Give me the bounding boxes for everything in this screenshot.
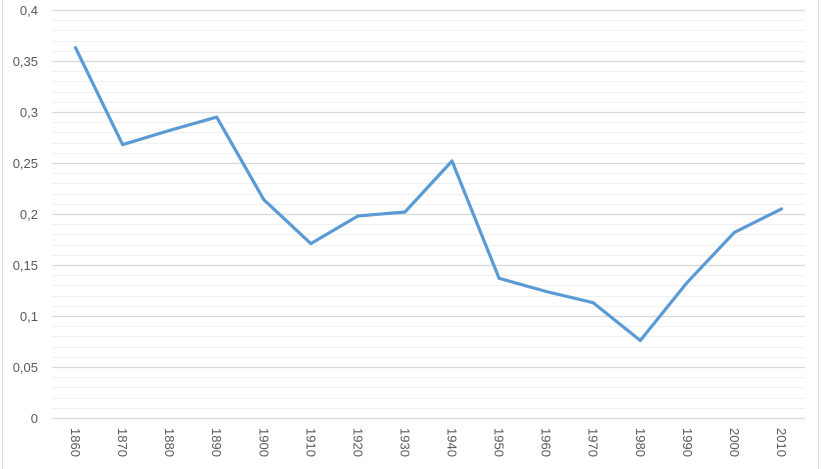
x-tick-label: 1890 <box>209 428 224 457</box>
y-tick-label: 0 <box>31 411 38 426</box>
y-tick-label: 0,15 <box>13 258 38 273</box>
x-tick-label: 1980 <box>633 428 648 457</box>
major-gridlines <box>52 9 805 420</box>
x-tick-label: 2000 <box>727 428 742 457</box>
y-tick-label: 0,2 <box>20 207 38 222</box>
data-series <box>73 46 784 343</box>
x-tick-label: 1940 <box>445 428 460 457</box>
x-tick-label: 1880 <box>162 428 177 457</box>
y-tick-label: 0,3 <box>20 105 38 120</box>
y-tick-label: 0,1 <box>20 309 38 324</box>
y-tick-label: 0,35 <box>13 54 38 69</box>
x-tick-label: 1900 <box>256 428 271 457</box>
x-tick-label: 1860 <box>68 428 83 457</box>
y-tick-label: 0,4 <box>20 3 38 18</box>
x-tick-label: 1920 <box>350 428 365 457</box>
x-tick-label: 1990 <box>680 428 695 457</box>
series-line <box>73 46 784 343</box>
x-axis-tick-labels: 1860 1870 1880 1890 1900 1910 1920 1930 1940 1950… <box>68 428 789 457</box>
x-tick-label: 1910 <box>303 428 318 457</box>
x-tick-label: 2010 <box>774 428 789 457</box>
x-tick-label: 1870 <box>115 428 130 457</box>
x-tick-label: 1970 <box>586 428 601 457</box>
x-tick-label: 1950 <box>492 428 507 457</box>
x-tick-label: 1930 <box>397 428 412 457</box>
y-axis-tick-labels: 0 0,05 0,1 0,15 0,2 0,25 0,3 0,35 0,4 <box>13 3 38 426</box>
y-tick-label: 0,25 <box>13 156 38 171</box>
y-tick-label: 0,05 <box>13 360 38 375</box>
x-tick-label: 1960 <box>539 428 554 457</box>
